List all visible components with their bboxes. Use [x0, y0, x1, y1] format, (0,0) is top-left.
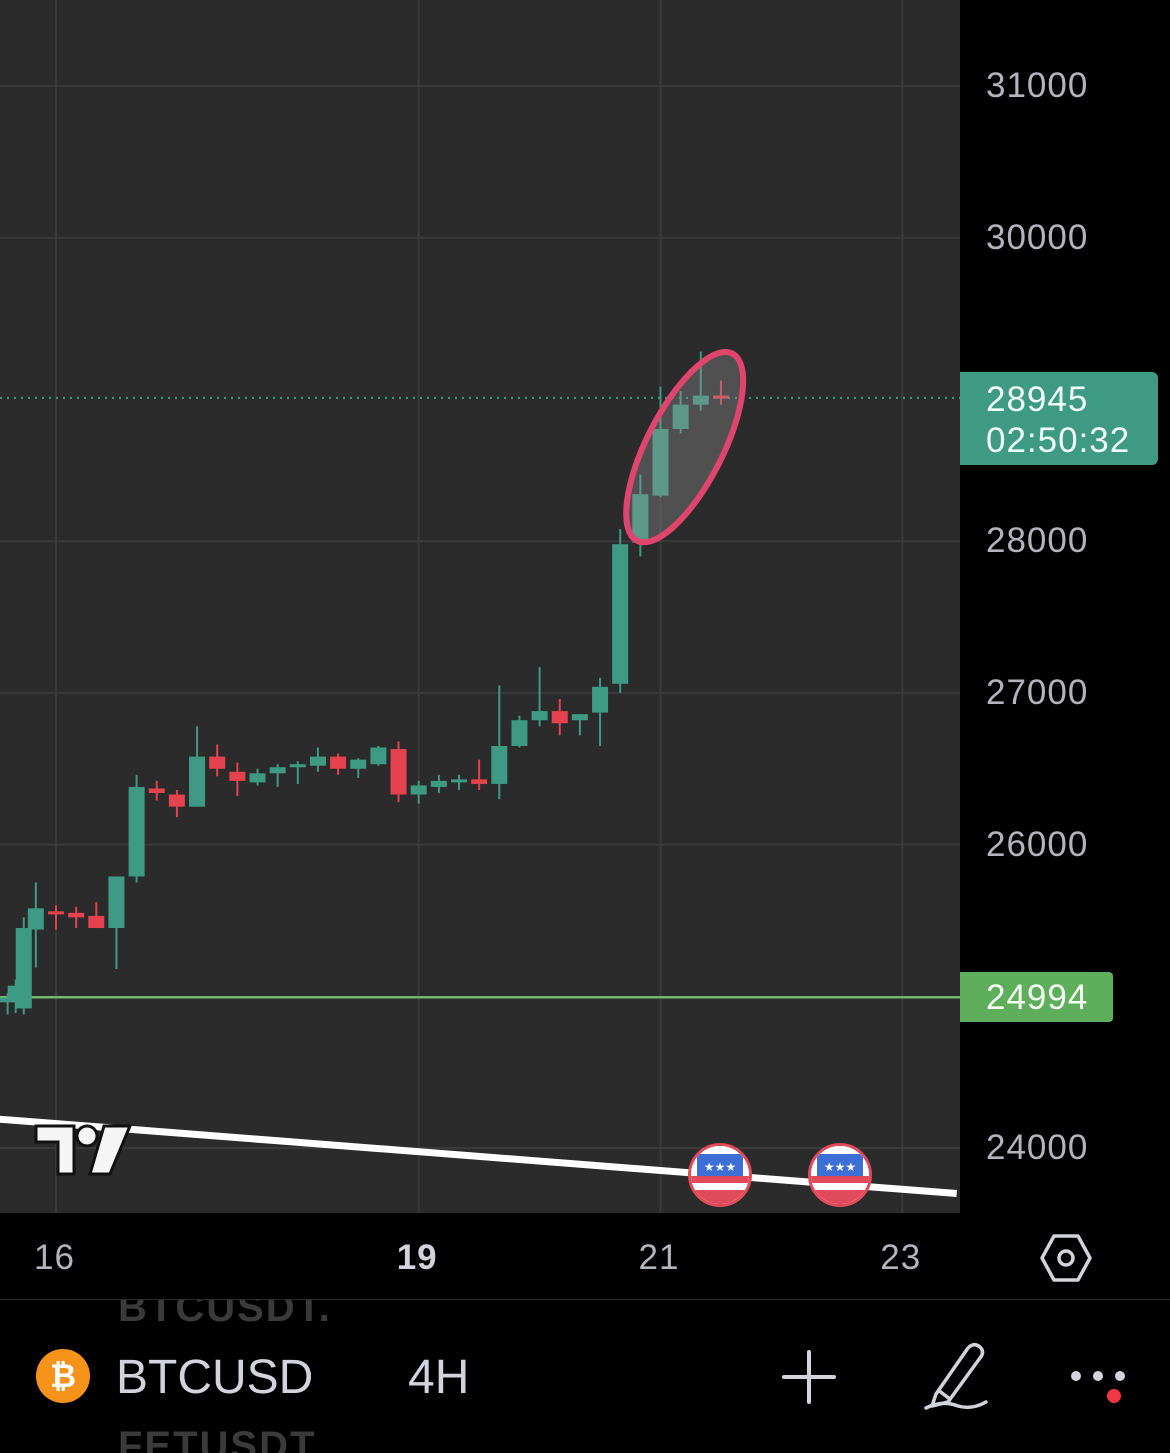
interval-selector[interactable]: 4H [408, 1351, 470, 1404]
candlestick-chart[interactable] [0, 0, 960, 1213]
symbol-selector[interactable]: BTCUSD [116, 1351, 314, 1404]
candle-body-down [551, 711, 568, 724]
candle-body-down [88, 915, 105, 929]
time-tick-label: 23 [880, 1238, 922, 1277]
candle-body-down [330, 756, 347, 769]
candle-body-up [430, 780, 447, 787]
candle-body-down [390, 749, 407, 795]
pen-icon[interactable] [922, 1340, 990, 1412]
symbol-list-ghost-bottom: FETUSDT [118, 1424, 317, 1453]
candle-body-up [511, 720, 528, 746]
time-tick-label: 16 [34, 1238, 75, 1277]
tradingview-logo [34, 1124, 132, 1176]
candle-body-up [531, 711, 548, 721]
candle-body-up [128, 786, 145, 877]
price-tick-label: 24000 [986, 1128, 1089, 1167]
highlight-ellipse [623, 349, 747, 546]
bitcoin-icon[interactable]: ₿ [36, 1349, 90, 1403]
plus-icon[interactable] [780, 1348, 838, 1406]
price-tick-label: 27000 [986, 672, 1089, 712]
candle-countdown: 02:50:32 [986, 421, 1131, 460]
candle-body-up [15, 928, 32, 1009]
price-tick-label: 28000 [986, 521, 1089, 561]
candle-body-up [632, 494, 649, 543]
us-flag-icon[interactable]: ★★★ [808, 1143, 872, 1207]
candle-body-up [370, 747, 387, 765]
candle-body-up [612, 544, 629, 684]
candle-body-up [27, 908, 44, 930]
price-axis[interactable] [960, 0, 1170, 1213]
horizontal-level-tag: 24994 [960, 972, 1113, 1022]
time-axis[interactable] [0, 1213, 1170, 1300]
last-price-value: 28945 [986, 380, 1089, 419]
candle-body-down [712, 395, 729, 399]
candle-body-up [491, 745, 508, 784]
candle-body-down [229, 771, 246, 781]
bottom-toolbar: BTCUSDT. FETUSDT [0, 1300, 1170, 1453]
candle-body-up [672, 404, 689, 429]
horizontal-level-value: 24994 [986, 978, 1089, 1017]
more-icon[interactable] [1066, 1362, 1130, 1406]
candle-body-up [350, 759, 367, 769]
chart-plot-area[interactable]: ★★★ ★★★ [0, 0, 960, 1213]
trendline [0, 1115, 957, 1197]
candle-body-down [68, 912, 85, 918]
candle-body-up [410, 785, 427, 795]
svg-text:★★★: ★★★ [824, 1160, 856, 1174]
candle-body-up [108, 876, 125, 929]
candle-body-up [249, 773, 266, 783]
settings-icon[interactable] [1040, 1232, 1092, 1284]
us-flag-icon[interactable]: ★★★ [688, 1143, 752, 1207]
candle-body-up [652, 428, 669, 496]
candle-body-down [209, 756, 226, 769]
candle-body-down [48, 911, 64, 915]
candle-body-up [692, 395, 709, 405]
candle-body-down [471, 779, 488, 784]
time-tick-label: 21 [638, 1238, 680, 1277]
candle-body-down [148, 788, 165, 794]
candle-body-up [592, 686, 609, 713]
candle-body-down [168, 794, 185, 807]
candle-body-up [451, 779, 467, 783]
candle-body-up [289, 764, 306, 768]
candle-body-up [269, 767, 286, 774]
time-tick-label: 19 [396, 1238, 438, 1277]
price-tick-label: 26000 [986, 824, 1089, 864]
symbol-list-ghost-top: BTCUSDT. [118, 1300, 332, 1330]
price-tick-label: 30000 [986, 217, 1089, 257]
svg-text:₿: ₿ [50, 1357, 76, 1395]
candle-body-up [571, 714, 588, 721]
last-price-tag: 28945 02:50:32 [960, 372, 1158, 465]
price-tick-label: 31000 [986, 66, 1089, 106]
candle-body-up [189, 756, 206, 807]
svg-text:★★★: ★★★ [704, 1160, 736, 1174]
candle-body-up [309, 756, 326, 766]
